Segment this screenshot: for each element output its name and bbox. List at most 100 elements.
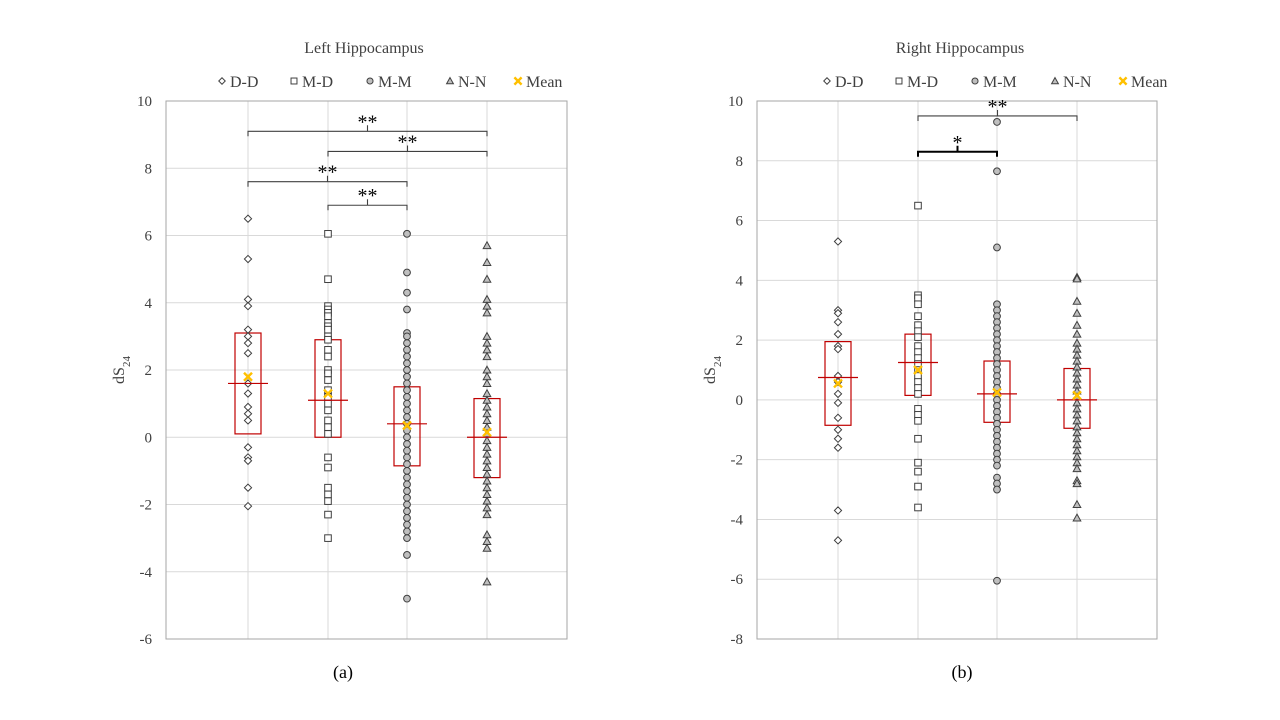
data-point: [993, 576, 1001, 585]
y-axis-label-main: dS: [702, 367, 719, 384]
data-point: [833, 425, 843, 435]
legend-entry: M-M: [983, 74, 1017, 91]
significance-bracket: **: [327, 131, 488, 157]
data-point: [324, 399, 332, 408]
data-point: [833, 443, 843, 453]
y-tick-label: 6: [145, 229, 153, 245]
data-point: [403, 268, 411, 277]
data-point: [403, 379, 411, 388]
data-point: [833, 413, 843, 423]
data-point: [403, 229, 411, 238]
y-tick-label: -4: [731, 512, 744, 528]
data-point: [1072, 308, 1082, 317]
legend: D-D M-D M-M N-N Mean: [823, 74, 1167, 91]
legend-entry: M-D: [302, 74, 333, 91]
data-point: [914, 390, 922, 398]
data-point: [993, 461, 1001, 470]
legend-marker-triangle: [1050, 76, 1060, 85]
y-tick-label: 10: [728, 94, 743, 110]
data-point: [833, 308, 843, 318]
data-point: [243, 456, 253, 466]
mean-marker: [1072, 390, 1082, 401]
data-point: [403, 520, 411, 529]
data-point: [482, 274, 492, 283]
data-point: [914, 333, 922, 341]
data-point: [403, 288, 411, 297]
data-point: [324, 497, 332, 505]
data-point: [993, 118, 1001, 126]
significance-bracket: **: [327, 185, 408, 211]
data-point: [914, 467, 922, 476]
data-point: [993, 485, 1001, 494]
data-point: [324, 416, 332, 425]
data-point: [243, 301, 253, 311]
data-point: [833, 434, 843, 444]
mean-marker: [992, 387, 1002, 398]
legend-entry: D-D: [835, 74, 863, 91]
data-point: [243, 416, 253, 425]
data-point: [324, 335, 332, 344]
series-m-m: [977, 118, 1017, 585]
bracket-line: [327, 145, 488, 157]
y-tick-label: -4: [140, 565, 153, 581]
legend-entry: Mean: [1131, 74, 1167, 91]
data-point: [482, 240, 492, 250]
data-point: [403, 473, 411, 482]
data-point: [243, 348, 253, 358]
series-n-n: [1057, 272, 1097, 522]
significance-bracket: *: [917, 132, 998, 157]
data-point: [1072, 320, 1082, 329]
legend-marker-mean: [513, 76, 523, 86]
significance-label: *: [953, 132, 963, 154]
y-tick-label: -8: [731, 632, 744, 648]
data-point: [324, 369, 332, 378]
data-point: [403, 507, 411, 516]
legend-entry: N-N: [458, 74, 487, 91]
box-d-d: [824, 341, 852, 426]
legend-marker-mean: [1118, 76, 1128, 86]
legend-entry: Mean: [526, 74, 562, 91]
legend-marker-square: [290, 77, 298, 85]
data-point: [324, 534, 332, 542]
data-point: [403, 487, 411, 495]
data-point: [403, 332, 411, 341]
panel-label: (b): [952, 662, 973, 683]
data-point: [403, 399, 411, 408]
data-point: [403, 466, 411, 475]
data-point: [403, 305, 411, 314]
data-point: [403, 440, 411, 448]
data-point: [324, 406, 332, 415]
series-d-d: [228, 214, 268, 511]
data-point: [324, 490, 332, 499]
significance-label: **: [398, 131, 418, 153]
data-point: [482, 257, 492, 266]
chart-title: Left Hippocampus: [304, 40, 424, 57]
bracket-line: [247, 125, 488, 137]
data-point: [403, 359, 411, 368]
data-point: [324, 352, 332, 361]
bracket-line: [917, 109, 1078, 121]
data-point: [833, 329, 843, 339]
y-axis-label-subscript: 24: [712, 356, 724, 368]
y-axis-label: dS24: [702, 356, 724, 384]
data-point: [243, 338, 253, 348]
data-point: [993, 243, 1001, 252]
data-point: [403, 527, 411, 536]
significance-bracket: **: [917, 96, 1078, 121]
series-m-d: [898, 201, 938, 512]
legend: D-D M-D M-M N-N Mean: [218, 74, 562, 91]
data-point: [243, 443, 253, 452]
y-tick-label: 2: [145, 363, 153, 379]
bracket-line: [327, 199, 408, 211]
data-point: [914, 417, 922, 425]
data-point: [403, 534, 411, 543]
y-tick-label: 4: [145, 296, 153, 312]
data-point: [833, 317, 843, 327]
mean-marker: [913, 365, 923, 375]
plot-area-border: [165, 100, 568, 640]
data-point: [993, 167, 1001, 176]
y-tick-label: -2: [731, 453, 744, 469]
legend-marker-circle: [971, 77, 979, 85]
data-point: [914, 312, 922, 320]
